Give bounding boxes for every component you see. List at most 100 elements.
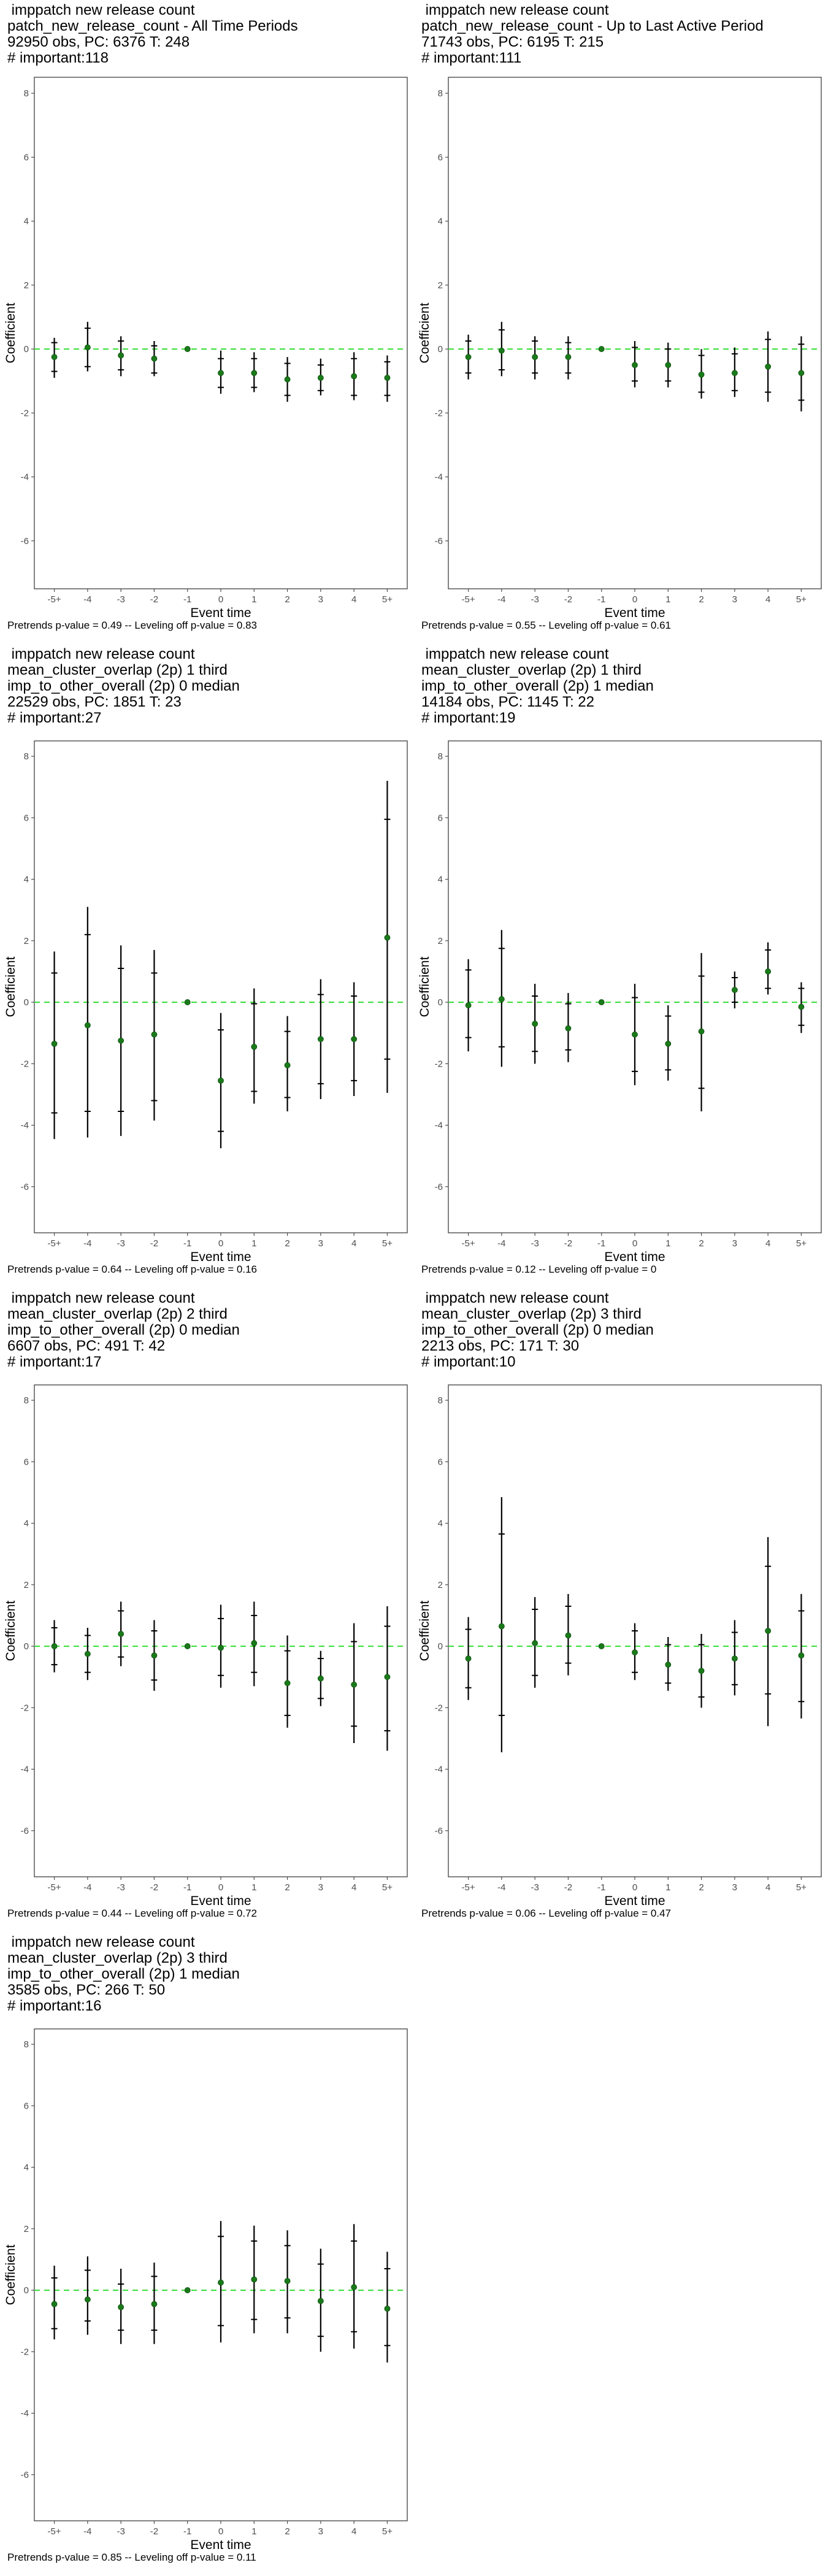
y-tick-label: -2 [21, 2347, 29, 2357]
chart-title-line: 71743 obs, PC: 6195 T: 215 [421, 34, 604, 50]
estimate-group [184, 2287, 191, 2293]
x-tick-label: 4 [765, 1238, 770, 1249]
chart-panel-1: imppatch new release count patch_new_rele… [0, 0, 414, 644]
chart-title-line: patch_new_release_count - All Time Perio… [7, 18, 298, 34]
x-tick-label: -2 [564, 1882, 572, 1893]
estimate-group [351, 2224, 358, 2349]
estimate-group [632, 983, 638, 1086]
plot-area-border [34, 740, 408, 1233]
chart-title-line: 6607 obs, PC: 491 T: 42 [7, 1338, 166, 1354]
estimate-group [118, 336, 125, 377]
x-tick-label: -1 [183, 2526, 191, 2537]
estimate-point [251, 2276, 258, 2283]
x-tick-label: 4 [351, 2526, 356, 2537]
chart-title-line: # important:19 [421, 710, 516, 726]
estimate-group [84, 1627, 91, 1681]
estimate-point [251, 370, 258, 377]
estimate-group [384, 2252, 391, 2363]
estimate-point [284, 2278, 291, 2284]
y-tick-label: 2 [24, 2224, 29, 2234]
x-tick-label: 2 [699, 594, 703, 605]
x-tick-label: 2 [285, 1882, 289, 1893]
x-axis-label: Event time [604, 1894, 665, 1908]
estimate-group [351, 352, 358, 401]
estimate-point [798, 370, 805, 377]
x-axis-label: Event time [604, 606, 665, 620]
estimate-group [498, 930, 505, 1067]
y-tick-label: 8 [438, 1395, 443, 1406]
y-tick-label: 4 [24, 1519, 29, 1529]
estimate-group [532, 336, 539, 380]
x-tick-label: 0 [218, 2526, 223, 2537]
estimate-point [84, 1022, 91, 1029]
y-tick-label: 6 [24, 152, 29, 163]
x-tick-label: -3 [117, 594, 125, 605]
estimate-point [465, 1002, 472, 1008]
estimate-point [731, 1655, 738, 1662]
estimate-group [218, 2221, 224, 2343]
estimate-point [765, 968, 772, 975]
y-tick-label: -6 [435, 1182, 443, 1192]
estimate-group [251, 1601, 258, 1687]
estimate-group [632, 341, 638, 388]
y-tick-label: 2 [438, 280, 443, 291]
x-tick-label: -4 [83, 1238, 91, 1249]
y-tick-label: 4 [438, 875, 443, 885]
x-tick-label: -1 [597, 594, 605, 605]
estimate-group [184, 999, 191, 1005]
estimate-point [51, 2301, 58, 2307]
x-tick-label: -4 [497, 594, 505, 605]
chart-title-line: imppatch new release count [7, 2, 195, 18]
y-tick-label: 0 [24, 344, 29, 355]
estimate-point [384, 1674, 391, 1681]
estimate-group [284, 2230, 291, 2334]
estimate-group [731, 1620, 738, 1696]
estimate-group [84, 907, 91, 1138]
x-tick-label: -5+ [462, 594, 475, 605]
x-tick-label: -5+ [48, 594, 61, 605]
estimate-point [384, 375, 391, 381]
estimate-point [598, 999, 605, 1005]
estimate-group [532, 983, 539, 1064]
estimate-point [731, 370, 738, 377]
estimate-point [498, 1623, 505, 1630]
estimate-point [532, 1021, 539, 1027]
estimate-point [118, 2304, 125, 2310]
chart-title: imppatch new release count patch_new_rele… [421, 2, 820, 66]
estimate-point [284, 376, 291, 383]
chart-title: imppatch new release count mean_cluster_o… [421, 646, 820, 726]
x-tick-label: -5+ [462, 1882, 475, 1893]
y-tick-label: 4 [24, 217, 29, 227]
chart-title-line: 92950 obs, PC: 6376 T: 248 [7, 34, 190, 50]
x-tick-label: 5+ [382, 1238, 393, 1249]
x-axis-label: Event time [190, 2538, 251, 2552]
estimate-point [632, 362, 638, 369]
estimate-point [284, 1062, 291, 1068]
x-tick-label: -3 [117, 1238, 125, 1249]
y-tick-label: 2 [438, 1580, 443, 1590]
x-tick-label: -2 [150, 594, 158, 605]
estimate-group [317, 979, 324, 1099]
estimate-point [798, 1003, 805, 1010]
chart-caption: Pretrends p-value = 0.64 -- Leveling off… [7, 1263, 257, 1275]
x-tick-label: -3 [117, 2526, 125, 2537]
estimate-point [51, 1643, 58, 1649]
estimate-group [284, 1016, 291, 1112]
y-tick-label: -6 [21, 2470, 29, 2480]
estimate-group [284, 1635, 291, 1728]
estimate-point [118, 1631, 125, 1637]
estimate-group [218, 1013, 224, 1149]
x-axis-label: Event time [190, 1894, 251, 1908]
x-tick-label: -5+ [48, 1882, 61, 1893]
y-axis-label: Coefficient [4, 2244, 18, 2305]
estimate-point [598, 1643, 605, 1649]
x-tick-label: 4 [351, 594, 356, 605]
x-tick-label: -2 [150, 2526, 158, 2537]
estimate-group [698, 349, 705, 399]
y-tick-label: 6 [24, 813, 29, 823]
chart-title-line: imp_to_other_overall (2p) 0 median [421, 1322, 654, 1338]
estimate-group [151, 949, 158, 1121]
chart-title-line: imppatch new release count [421, 2, 609, 18]
y-tick-label: 8 [438, 751, 443, 762]
estimate-group [465, 959, 472, 1052]
